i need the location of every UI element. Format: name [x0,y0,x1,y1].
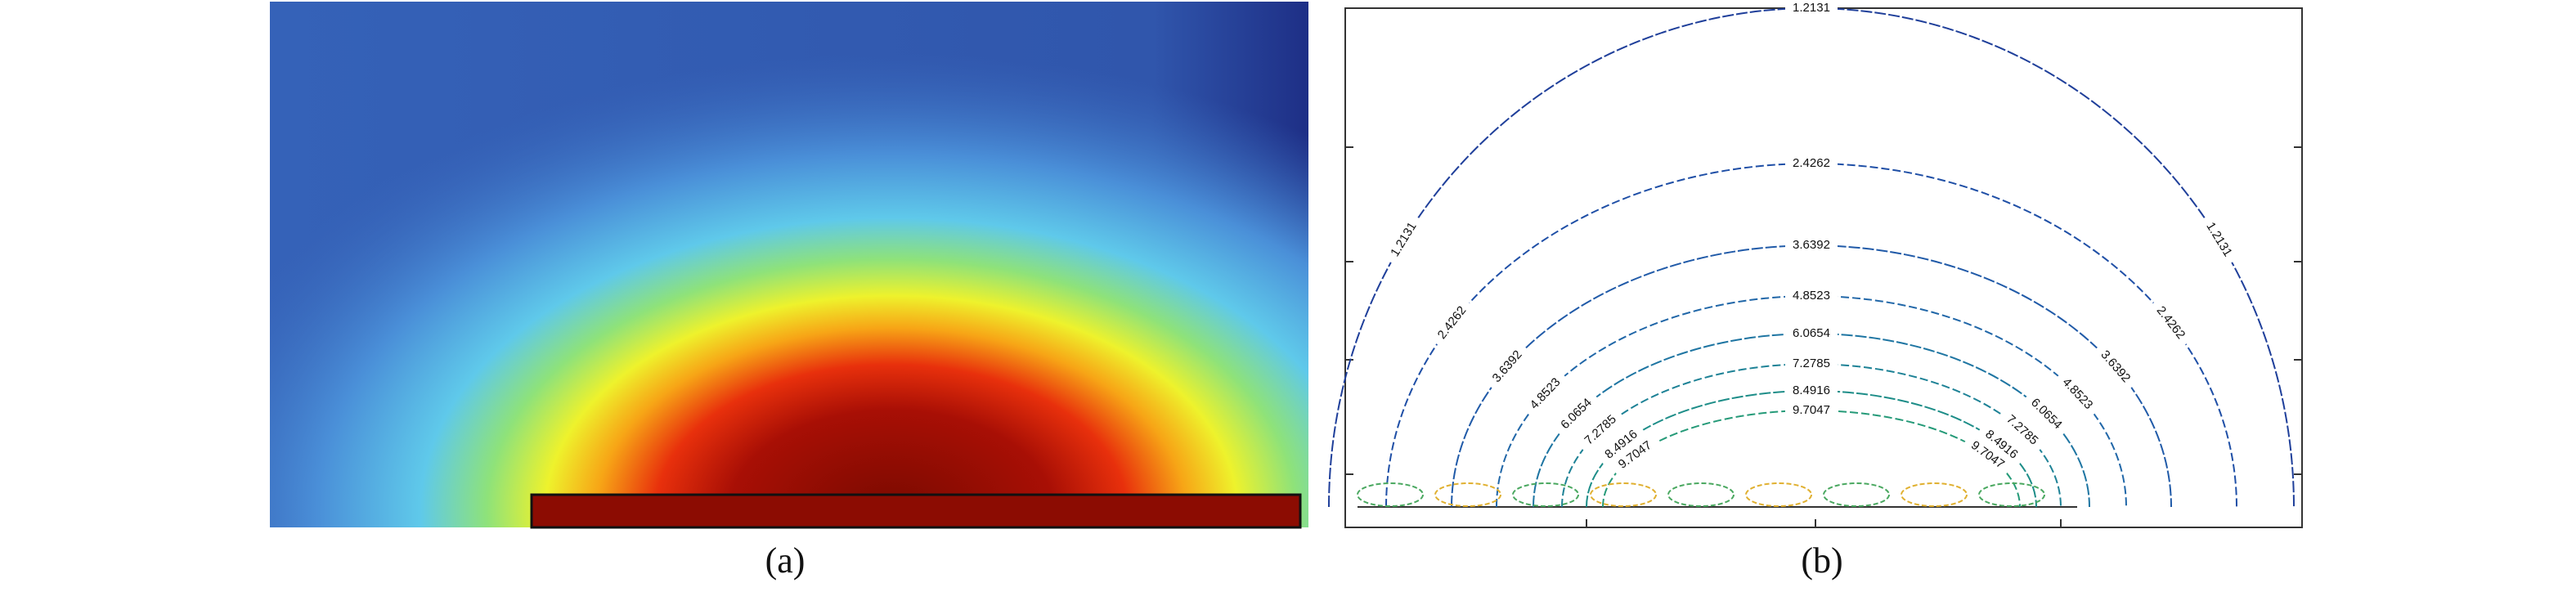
label-backdrop [1576,407,1626,454]
label-backdrop [1552,390,1601,438]
label-backdrop [1384,213,1425,267]
label-backdrop [1785,326,1838,341]
label-backdrop [2148,298,2192,348]
label-backdrop [2022,390,2071,438]
plot-frame [1344,7,2303,528]
label-backdrop [1785,403,1838,418]
heatmap-field [270,2,1308,527]
inner-contour [1434,482,1501,507]
contour-label: 6.0654 [1793,326,1830,340]
label-backdrop [1430,298,1474,348]
label-backdrop [1785,1,1838,16]
label-backdrop [1785,238,1838,253]
contour-label: 4.8523 [1793,289,1830,303]
label-backdrop [1962,433,2013,477]
source-block [530,493,1302,529]
contour-label: 1.2131 [1793,1,1830,15]
label-backdrop [2053,370,2101,419]
label-backdrop [1785,156,1838,171]
panel-b: (b) 1.21311.21311.21312.42622.42622.4262… [1328,1,2303,581]
label-backdrop [1609,433,1661,477]
label-backdrop [1976,422,2026,468]
caption: (b) [1801,540,1842,581]
panel-a: (a) [270,2,1308,581]
contour-label: 9.7047 [1793,403,1830,417]
inner-contour [1978,482,2045,507]
label-backdrop [1522,370,1569,419]
inner-contour [1357,482,1424,507]
label-backdrop [2092,342,2138,392]
label-backdrop [1785,289,1838,303]
caption: (a) [765,540,806,581]
inner-contour [1745,482,1812,507]
inner-contour [1590,482,1657,507]
inner-contour [1512,482,1579,507]
contour-label: 2.4262 [1793,156,1830,170]
label-backdrop [1785,383,1838,398]
label-backdrop [2198,213,2239,267]
contour-label: 7.2785 [1793,357,1830,370]
label-backdrop [1785,357,1838,371]
contour-label: 8.4916 [1793,383,1830,397]
inner-contour [1901,482,1968,507]
label-backdrop [1596,422,1647,468]
inner-contour [1823,482,1890,507]
label-backdrop [1484,342,1531,392]
label-backdrop [1997,407,2047,454]
contour-label: 3.6392 [1793,238,1830,252]
inner-contour [1667,482,1735,507]
